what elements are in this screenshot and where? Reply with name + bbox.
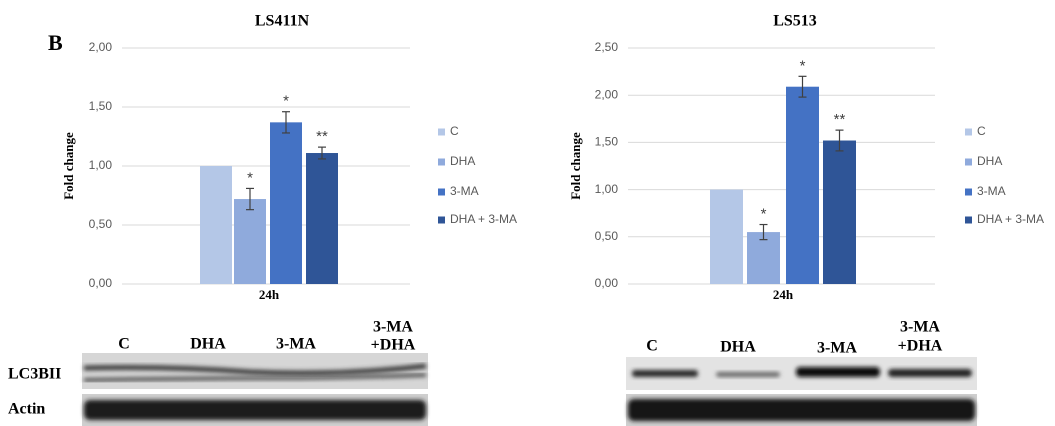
y-tick-label: 1,50 (89, 99, 113, 113)
legend-swatch (438, 129, 445, 136)
y-tick-label: 0,00 (89, 276, 113, 290)
panel-label: B (48, 30, 63, 55)
legend-swatch (965, 129, 972, 136)
significance-label: ** (834, 111, 846, 128)
bar (306, 153, 338, 284)
legend-label: C (450, 124, 459, 138)
bar (823, 141, 856, 284)
lane-label: 3-MA (373, 319, 413, 336)
x-tick-label: 24h (259, 287, 280, 302)
bar (234, 199, 266, 284)
legend-swatch (965, 159, 972, 166)
row-label: LC3BII (8, 366, 61, 383)
lane-label: 3-MA (817, 340, 857, 357)
lane-label: 3-MA (900, 319, 940, 336)
blot-image (626, 357, 977, 426)
significance-label: * (247, 169, 253, 186)
lane-label: +DHA (371, 337, 416, 354)
y-tick-label: 2,50 (595, 40, 619, 54)
legend-swatch (438, 217, 445, 224)
lane-label: DHA (190, 336, 226, 353)
y-tick-label: 0,00 (595, 276, 619, 290)
lane-label: +DHA (898, 338, 943, 355)
bar (200, 166, 232, 284)
legend-label: DHA (450, 154, 475, 168)
y-tick-label: 0,50 (595, 229, 619, 243)
legend-swatch (965, 189, 972, 196)
legend-swatch (965, 217, 972, 224)
lane-label: 3-MA (276, 336, 316, 353)
chart-title: LS513 (773, 13, 817, 30)
lane-label: C (118, 336, 130, 353)
y-tick-label: 0,50 (89, 217, 113, 231)
y-tick-label: 1,50 (595, 135, 619, 149)
figure: B LS411N Fold change 0,00 0,50 1,00 1,50 2,00 2… (0, 0, 1055, 426)
y-tick-label: 1,00 (89, 158, 113, 172)
legend-swatch (438, 159, 445, 166)
bar (786, 87, 819, 284)
x-tick-label: 24h (773, 287, 794, 302)
row-label: Actin (8, 401, 45, 418)
chart-title: LS411N (255, 13, 310, 30)
y-tick-label: 2,00 (595, 87, 619, 101)
significance-label: ** (316, 128, 328, 145)
legend-label: C (977, 124, 986, 138)
significance-label: * (761, 205, 767, 222)
legend-label: DHA + 3-MA (450, 212, 517, 226)
y-tick-label: 2,00 (89, 40, 113, 54)
bar (270, 122, 302, 284)
legend-label: DHA + 3-MA (977, 212, 1044, 226)
lane-label: C (646, 338, 658, 355)
bar (710, 190, 743, 284)
y-axis-label: Fold change (568, 132, 583, 200)
y-axis-label: Fold change (61, 132, 76, 200)
significance-label: * (800, 57, 806, 74)
legend-swatch (438, 189, 445, 196)
significance-label: * (283, 93, 289, 110)
blot-image (82, 353, 428, 426)
legend-label: DHA (977, 154, 1002, 168)
y-tick-label: 1,00 (595, 182, 619, 196)
legend-label: 3-MA (977, 184, 1006, 198)
legend-label: 3-MA (450, 184, 479, 198)
lane-label: DHA (720, 339, 756, 356)
